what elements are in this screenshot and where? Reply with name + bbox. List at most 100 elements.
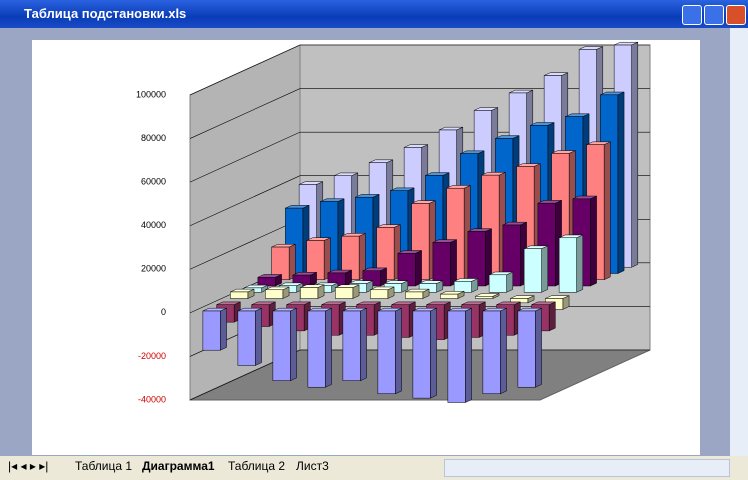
- bar-side: [430, 307, 437, 399]
- tab-nav[interactable]: |◂ ◂ ▸ ▸|: [8, 459, 49, 473]
- bar: [370, 286, 395, 299]
- bar-front: [230, 291, 249, 299]
- maximize-button[interactable]: [704, 5, 724, 25]
- bar-front: [467, 231, 486, 287]
- horizontal-scrollbar[interactable]: [444, 459, 730, 477]
- sheet-tab[interactable]: Диаграмма1: [142, 459, 215, 473]
- bar-front: [432, 242, 451, 287]
- bar-front: [202, 310, 221, 351]
- bar: [405, 288, 430, 299]
- bar: [272, 307, 297, 382]
- bar-front: [412, 310, 431, 399]
- minimize-button[interactable]: [682, 5, 702, 25]
- bar-side: [360, 307, 367, 382]
- sheet-tab[interactable]: Таблица 1: [75, 459, 133, 473]
- bar: [558, 234, 584, 293]
- bar-front: [482, 310, 501, 395]
- bar: [265, 286, 290, 299]
- bar-front: [335, 287, 354, 299]
- bar-front: [517, 310, 536, 388]
- bar-side: [506, 271, 514, 293]
- y-tick-label: 100000: [136, 89, 166, 99]
- bar-side: [325, 307, 332, 388]
- bar: [300, 284, 325, 299]
- y-tick-label: 40000: [141, 220, 166, 230]
- bar: [517, 307, 542, 388]
- bar: [467, 228, 492, 287]
- bar-front: [488, 274, 507, 293]
- bar: [257, 274, 282, 287]
- bar: [342, 307, 367, 382]
- bar-front: [237, 310, 256, 366]
- grid-line: [189, 88, 650, 139]
- y-tick-label: 0: [161, 307, 166, 317]
- bar-side: [450, 239, 457, 287]
- y-tick-label: 20000: [141, 264, 166, 274]
- bar: [475, 293, 500, 299]
- bar-front: [523, 248, 542, 293]
- bar-side: [590, 195, 597, 287]
- bar-side: [548, 301, 556, 332]
- bar-front: [405, 291, 424, 299]
- bar-side: [603, 141, 611, 281]
- bar-front: [370, 289, 389, 299]
- bar-front: [342, 310, 361, 381]
- bar-side: [255, 307, 262, 366]
- bar: [335, 284, 360, 299]
- y-tick-label: -40000: [138, 394, 166, 404]
- bar-side: [631, 41, 639, 268]
- bar-front: [265, 289, 284, 299]
- bar: [341, 232, 366, 281]
- bar: [397, 250, 422, 287]
- bar-front: [558, 237, 577, 293]
- bar: [523, 245, 549, 293]
- bar: [307, 307, 332, 388]
- bar: [502, 221, 527, 287]
- bar-front: [377, 310, 396, 395]
- bar: [237, 307, 262, 366]
- title-bar: Таблица подстановки.xls: [0, 0, 748, 28]
- bar: [488, 271, 514, 293]
- bar-front: [453, 281, 472, 293]
- grid-line: [189, 44, 650, 96]
- bar: [412, 307, 437, 399]
- bar: [377, 307, 402, 395]
- sheet-tab[interactable]: Лист3: [296, 459, 329, 473]
- bar-side: [220, 307, 227, 351]
- bar-front: [272, 310, 291, 381]
- y-tick-label: 80000: [141, 133, 166, 143]
- bar-front: [257, 277, 276, 287]
- bar-side: [535, 307, 542, 388]
- bar: [202, 307, 227, 351]
- close-button[interactable]: [726, 5, 746, 25]
- bar-front: [440, 293, 459, 299]
- bar: [482, 307, 507, 395]
- window-title: Таблица подстановки.xls: [24, 6, 187, 21]
- bar: [292, 271, 317, 287]
- bar: [230, 288, 255, 299]
- bar-side: [500, 307, 507, 395]
- bar-front: [447, 310, 466, 403]
- bar: [271, 243, 296, 281]
- bar-front: [307, 310, 326, 388]
- bar-side: [415, 250, 422, 287]
- bar: [453, 278, 479, 293]
- y-tick-label: 60000: [141, 177, 166, 187]
- sheet-tab[interactable]: Таблица 2: [228, 459, 286, 473]
- bar: [306, 237, 331, 281]
- bar-front: [300, 287, 319, 299]
- y-tick-label: -20000: [138, 351, 166, 361]
- bar-front: [475, 296, 494, 299]
- bar-side: [617, 91, 625, 274]
- bar-side: [576, 234, 584, 293]
- bar-side: [290, 307, 297, 382]
- bar-side: [541, 245, 549, 293]
- bar: [440, 290, 465, 299]
- bar-side: [465, 307, 472, 403]
- bar: [447, 307, 472, 403]
- vertical-scrollbar[interactable]: [730, 28, 748, 458]
- bar: [432, 239, 457, 287]
- bar-side: [395, 307, 402, 395]
